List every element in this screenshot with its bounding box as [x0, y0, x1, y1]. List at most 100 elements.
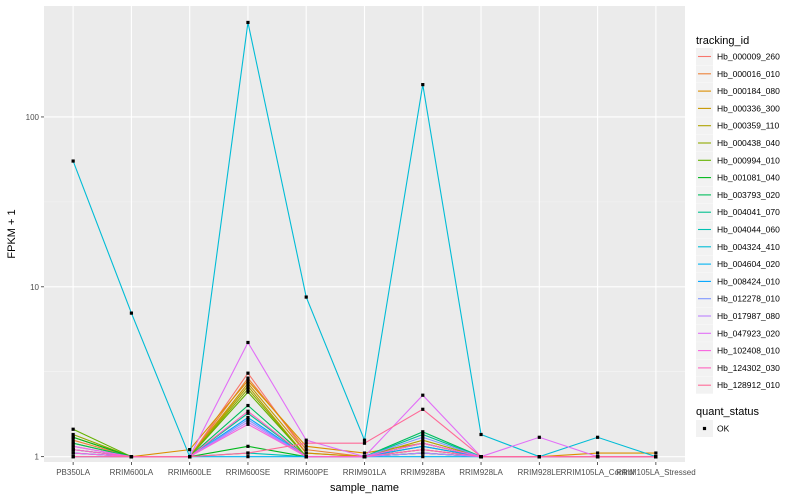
data-point-Hb_047923_020 [304, 438, 308, 442]
data-point-Hb_000016_010 [246, 376, 250, 380]
data-point-Hb_102408_010 [421, 441, 425, 445]
data-point-Hb_004041_070 [246, 411, 250, 415]
legend-item-label: Hb_124302_030 [717, 363, 780, 373]
data-point-Hb_047923_020 [71, 444, 75, 448]
x-tick-label: RRIM901LA [343, 468, 387, 477]
shape-legend-label: OK [717, 424, 730, 434]
data-point-Hb_004324_410 [304, 295, 308, 299]
data-point-Hb_004324_410 [595, 435, 600, 439]
data-point-Hb_004324_410 [421, 83, 425, 87]
data-point-Hb_000184_080 [246, 379, 250, 383]
x-tick-label: RRIM105LA_Control [561, 468, 635, 477]
data-point-Hb_004324_410 [479, 432, 483, 437]
x-tick-label: RRIM600LA [110, 468, 154, 477]
data-point-Hb_000438_040 [246, 387, 250, 391]
data-point-Hb_000184_080 [362, 451, 367, 455]
data-point-Hb_124302_030 [246, 409, 250, 413]
data-point-Hb_001081_040 [71, 435, 75, 439]
data-point-Hb_012278_010 [421, 435, 425, 439]
data-point-Hb_003793_020 [246, 403, 250, 408]
data-point-Hb_000359_110 [246, 384, 250, 388]
data-point-Hb_047923_020 [537, 435, 541, 439]
data-point-Hb_128912_010 [246, 451, 250, 455]
y-axis-title: FPKM + 1 [6, 209, 18, 258]
legend-item-label: Hb_003793_020 [717, 190, 780, 200]
data-point-Hb_008424_010 [421, 444, 425, 448]
data-point-Hb_001081_040 [246, 444, 250, 448]
data-point-Hb_012278_010 [246, 418, 250, 422]
legend-item-label: Hb_000016_010 [717, 69, 780, 79]
y-tick-label: 10 [30, 283, 39, 292]
legend-item-label: Hb_004604_020 [717, 259, 780, 269]
legend-item-label: Hb_047923_020 [717, 328, 780, 338]
legend-item-label: Hb_000438_040 [717, 138, 780, 148]
data-point-Hb_000016_010 [304, 448, 308, 452]
data-point-Hb_000184_080 [188, 448, 192, 452]
data-point-Hb_008424_010 [246, 415, 250, 420]
data-point-Hb_004324_410 [71, 159, 75, 163]
x-tick-label: RRIM600LE [168, 468, 212, 477]
x-tick-label: RRIM600PE [284, 468, 328, 477]
legend-item-label: Hb_001081_040 [717, 173, 780, 183]
x-tick-label: RRIM928LA [459, 468, 503, 477]
data-point-Hb_047923_020 [246, 340, 250, 345]
data-point-Hb_003793_020 [71, 441, 75, 445]
data-point-Hb_124302_030 [362, 455, 367, 459]
data-point-Hb_000359_110 [421, 438, 425, 442]
data-point-Hb_128912_010 [129, 455, 134, 459]
data-point-Hb_102408_010 [246, 422, 250, 426]
data-point-Hb_128912_010 [654, 455, 658, 459]
legend-item-label: Hb_004041_070 [717, 207, 780, 217]
data-point-Hb_128912_010 [537, 455, 541, 459]
shape-legend: quant_status OK [696, 406, 759, 437]
legend-item-label: Hb_128912_010 [717, 380, 780, 390]
data-point-Hb_000994_010 [71, 427, 75, 431]
data-point-Hb_004324_410 [129, 311, 134, 315]
legend-item-label: Hb_102408_010 [717, 346, 780, 356]
shape-legend-title: quant_status [696, 406, 759, 418]
data-point-Hb_128912_010 [595, 455, 600, 459]
legend: tracking_id Hb_000009_260 Hb_000016_010 Hb… [696, 35, 780, 394]
data-point-Hb_004324_410 [362, 438, 367, 442]
y-tick-label: 100 [26, 113, 40, 122]
y-axis: 1 10 100 [26, 113, 44, 462]
data-point-Hb_124302_030 [71, 448, 75, 452]
legend-item-label: Hb_012278_010 [717, 294, 780, 304]
y-tick-label: 1 [35, 453, 40, 462]
data-point-Hb_003793_020 [421, 430, 425, 434]
data-point-Hb_000184_080 [595, 451, 600, 455]
data-point-Hb_128912_010 [304, 441, 308, 445]
data-point-Hb_000184_080 [304, 444, 308, 448]
data-point-Hb_000438_040 [71, 432, 75, 437]
data-point-Hb_124302_030 [421, 448, 425, 452]
x-tick-label: PB350LA [56, 468, 90, 477]
legend-item-label: Hb_000184_080 [717, 86, 780, 96]
data-point-Hb_004324_410 [246, 20, 250, 25]
data-point-Hb_000994_010 [246, 390, 250, 394]
data-point-Hb_128912_010 [479, 455, 483, 459]
data-point-Hb_017987_080 [246, 420, 250, 424]
data-point-Hb_000336_300 [246, 381, 250, 385]
data-point-Hb_128912_010 [188, 455, 192, 459]
data-point-Hb_004604_020 [421, 455, 425, 459]
data-point-Hb_000336_300 [304, 451, 308, 455]
shape-legend-square-icon [702, 426, 707, 431]
data-point-Hb_124302_030 [304, 455, 308, 459]
x-tick-label: RRIM105LA_Stressed [616, 468, 696, 477]
data-point-Hb_004041_070 [421, 432, 425, 437]
legend-item-label: Hb_000359_110 [717, 121, 780, 131]
legend-item-label: Hb_004324_410 [717, 242, 780, 252]
x-axis-title: sample_name [330, 482, 399, 494]
grid-lines [44, 6, 685, 462]
data-point-Hb_000009_260 [246, 371, 250, 375]
data-point-Hb_017987_080 [421, 451, 425, 455]
data-points [71, 20, 658, 459]
x-tick-label: RRIM600SE [226, 468, 270, 477]
x-axis: PB350LA RRIM600LA RRIM600LE RRIM600SE RRIM60… [56, 462, 696, 477]
x-tick-label: RRIM928LE [518, 468, 562, 477]
data-point-Hb_128912_010 [421, 407, 425, 411]
data-point-Hb_004604_020 [246, 455, 250, 459]
data-point-Hb_128912_010 [71, 455, 75, 459]
x-tick-label: RRIM928BA [401, 468, 446, 477]
